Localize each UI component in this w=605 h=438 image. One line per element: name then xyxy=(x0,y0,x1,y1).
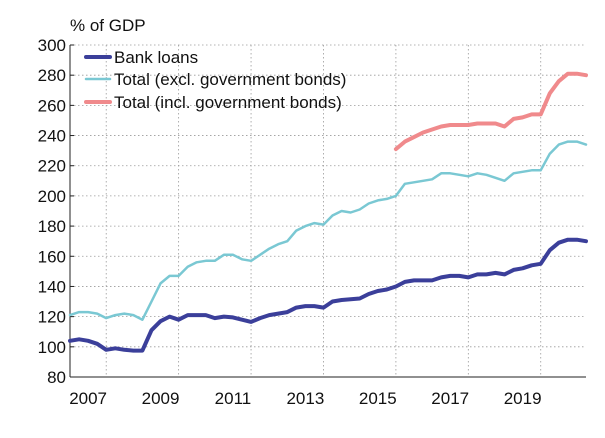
x-axis-ticks: 2007 2009 2011 2013 2015 2017 2019 xyxy=(69,389,541,408)
series-line-total-excl-government-bonds xyxy=(68,140,588,321)
y-tick-label-120: 120 xyxy=(38,308,66,327)
axes xyxy=(69,45,586,378)
x-tick-label-2011: 2011 xyxy=(215,389,252,408)
y-tick-label-240: 240 xyxy=(38,127,66,146)
y-tick-label-80: 80 xyxy=(47,368,66,387)
x-tick-label-2009: 2009 xyxy=(142,389,180,408)
x-tick-label-2015: 2015 xyxy=(359,389,397,408)
series-line-bank-loans xyxy=(68,237,588,353)
x-tick-label-2007: 2007 xyxy=(69,389,107,408)
y-tick-label-260: 260 xyxy=(38,96,66,115)
x-tick-label-2013: 2013 xyxy=(286,389,324,408)
legend-label-total-excl-government-bonds: Total (excl. government bonds) xyxy=(114,70,346,89)
y-tick-label-220: 220 xyxy=(38,157,66,176)
legend-label-total-incl-government-bonds: Total (incl. government bonds) xyxy=(114,93,342,112)
y-tick-label-140: 140 xyxy=(38,277,66,296)
y-unit-label: % of GDP xyxy=(70,16,146,35)
x-tick-label-2017: 2017 xyxy=(431,389,469,408)
y-tick-label-300: 300 xyxy=(38,36,66,55)
y-tick-label-280: 280 xyxy=(38,66,66,85)
series-lines xyxy=(68,71,588,353)
y-tick-label-100: 100 xyxy=(38,338,66,357)
y-axis-ticks: 80 100 120 140 160 180 200 220 240 260 280 300 xyxy=(38,36,74,387)
y-tick-label-180: 180 xyxy=(38,217,66,236)
legend: Bank loans Total (excl. government bonds… xyxy=(84,48,346,112)
x-tick-label-2019: 2019 xyxy=(504,389,542,408)
legend-label-bank-loans: Bank loans xyxy=(114,48,198,67)
y-tick-label-200: 200 xyxy=(38,187,66,206)
series-line-total-incl-government-bonds xyxy=(393,71,588,152)
y-tick-label-160: 160 xyxy=(38,247,66,266)
